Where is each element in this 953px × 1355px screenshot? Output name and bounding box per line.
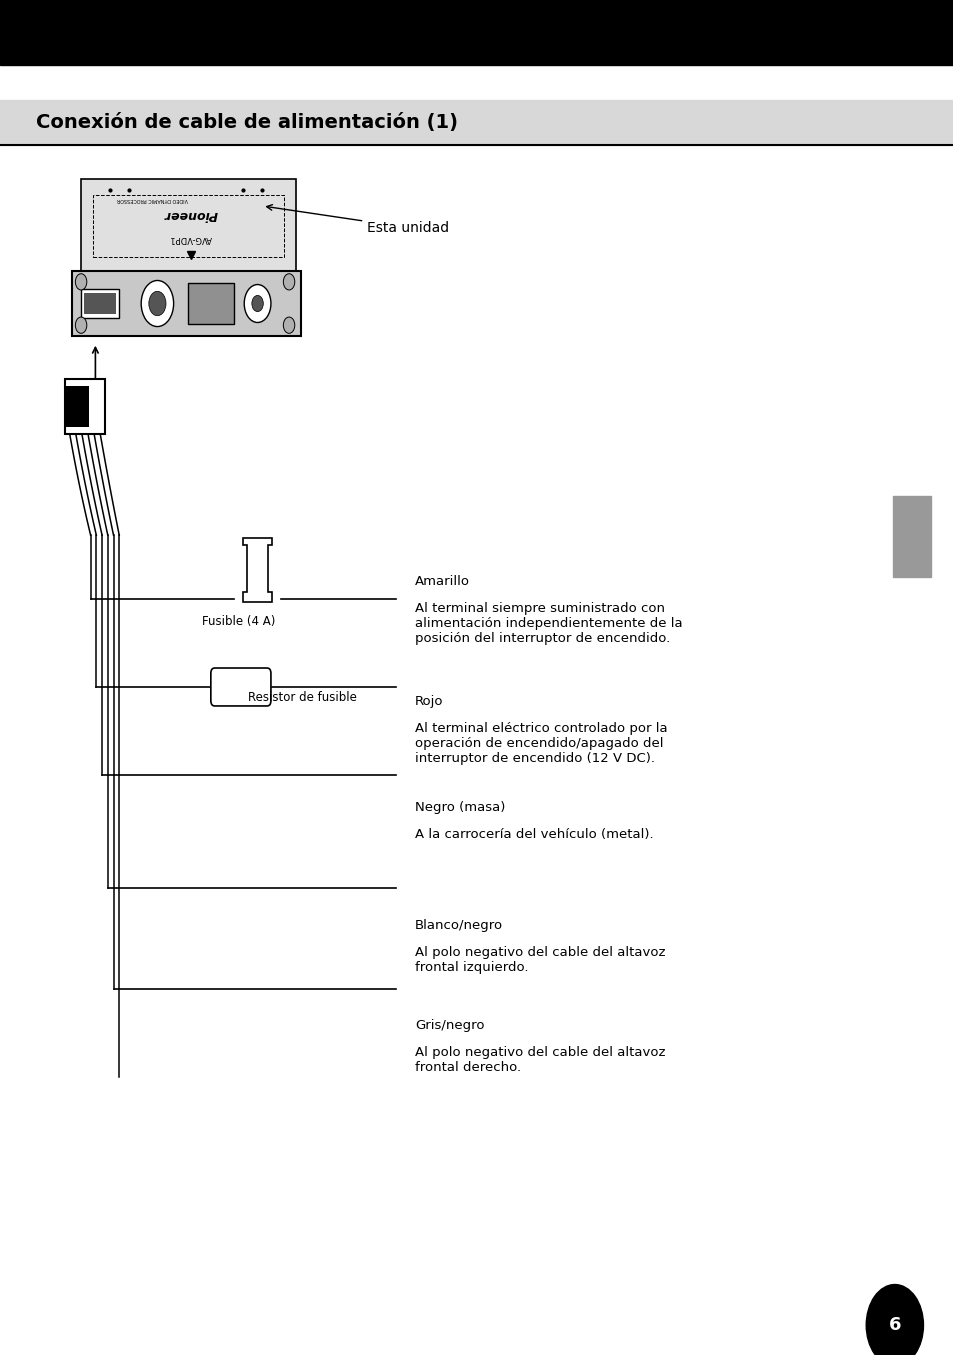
Text: Pioneer: Pioneer xyxy=(164,207,217,221)
Text: Gris/negro: Gris/negro xyxy=(415,1019,484,1033)
Text: Negro (masa): Negro (masa) xyxy=(415,801,505,814)
Text: VIDEO DYNAMIC PROCESSOR: VIDEO DYNAMIC PROCESSOR xyxy=(117,196,188,202)
Text: 6: 6 xyxy=(887,1316,901,1335)
Text: Resistor de fusible: Resistor de fusible xyxy=(248,691,357,705)
Polygon shape xyxy=(81,179,295,271)
Bar xyxy=(92,195,284,257)
Circle shape xyxy=(244,285,271,322)
Text: Blanco/negro: Blanco/negro xyxy=(415,919,502,932)
Circle shape xyxy=(75,317,87,333)
Bar xyxy=(188,283,233,324)
Text: Rojo: Rojo xyxy=(415,695,443,709)
Bar xyxy=(0,100,953,145)
Bar xyxy=(71,271,300,336)
Text: AVG-VDP1: AVG-VDP1 xyxy=(170,234,212,243)
Circle shape xyxy=(141,280,173,327)
Text: Esta unidad: Esta unidad xyxy=(266,205,449,234)
Text: Amarillo: Amarillo xyxy=(415,575,470,588)
Bar xyxy=(81,289,119,318)
Bar xyxy=(0,0,953,65)
Circle shape xyxy=(283,317,294,333)
Text: Conexión de cable de alimentación (1): Conexión de cable de alimentación (1) xyxy=(36,112,457,133)
Circle shape xyxy=(75,274,87,290)
Text: Al terminal eléctrico controlado por la
operación de encendido/apagado del
inter: Al terminal eléctrico controlado por la … xyxy=(415,722,667,766)
Polygon shape xyxy=(243,538,272,602)
Bar xyxy=(84,293,116,314)
Text: Al polo negativo del cable del altavoz
frontal derecho.: Al polo negativo del cable del altavoz f… xyxy=(415,1046,665,1075)
Bar xyxy=(65,386,89,427)
Bar xyxy=(65,379,105,434)
Text: A la carrocería del vehículo (metal).: A la carrocería del vehículo (metal). xyxy=(415,828,653,841)
Text: Al terminal siempre suministrado con
alimentación independientemente de la
posic: Al terminal siempre suministrado con ali… xyxy=(415,602,682,645)
Text: Fusible (4 A): Fusible (4 A) xyxy=(202,615,274,629)
Circle shape xyxy=(149,291,166,316)
Circle shape xyxy=(252,295,263,312)
FancyBboxPatch shape xyxy=(211,668,271,706)
Bar xyxy=(892,496,930,577)
Text: Al polo negativo del cable del altavoz
frontal izquierdo.: Al polo negativo del cable del altavoz f… xyxy=(415,946,665,974)
Circle shape xyxy=(865,1285,923,1355)
Circle shape xyxy=(283,274,294,290)
